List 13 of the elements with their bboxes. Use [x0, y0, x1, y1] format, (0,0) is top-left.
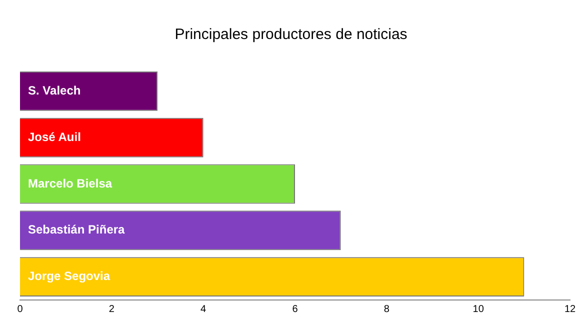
- x-tick-label: 6: [292, 304, 298, 315]
- y-tick-label: Marcelo Bielsa: [28, 176, 112, 190]
- y-tick-label: S. Valech: [28, 84, 81, 98]
- y-tick-label: Sebastián Piñera: [28, 222, 126, 237]
- x-tick-label: 0: [17, 304, 24, 315]
- chart-title: Principales productores de noticias: [174, 26, 408, 44]
- x-tick-label: 8: [384, 304, 390, 315]
- x-tick-label: 4: [200, 304, 207, 315]
- x-tick-label: 12: [564, 304, 576, 315]
- x-tick-label: 2: [108, 304, 115, 315]
- x-tick-label: 10: [472, 304, 484, 315]
- y-tick-label: Jorge Segovia: [28, 269, 110, 284]
- y-tick-label: José Auil: [28, 130, 81, 144]
